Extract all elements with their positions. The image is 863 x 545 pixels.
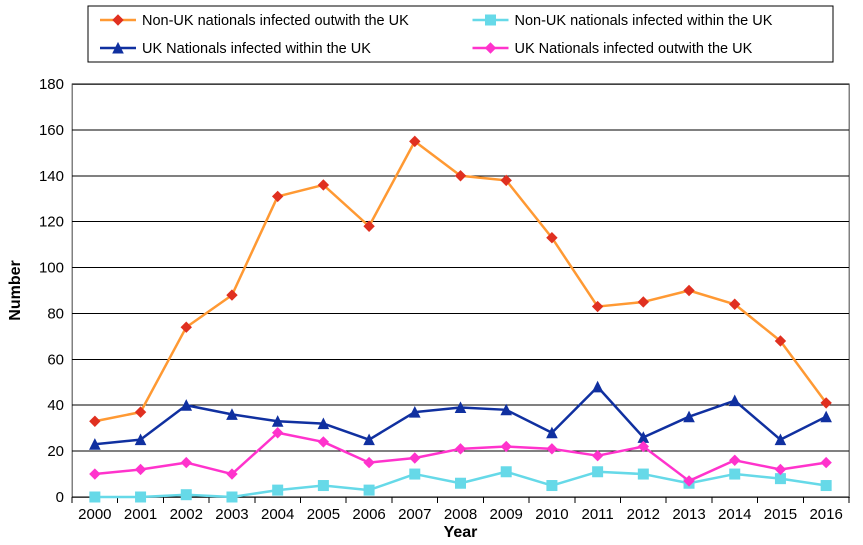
svg-text:160: 160: [39, 122, 64, 139]
legend-item-nonuk_in: Non-UK nationals infected within the UK: [473, 13, 773, 29]
chart-container: 0 20 40 60 80 100 120 140 160 180 2000 2001 2002 2003…: [0, 0, 863, 545]
svg-text:100: 100: [39, 260, 64, 277]
x-axis-label: Year: [444, 524, 478, 541]
svg-text:2015: 2015: [764, 506, 797, 523]
svg-text:180: 180: [39, 76, 64, 93]
svg-text:2001: 2001: [124, 506, 157, 523]
svg-text:2014: 2014: [718, 506, 751, 523]
series-nonuk_out: [90, 136, 831, 426]
svg-text:2007: 2007: [398, 506, 431, 523]
svg-text:2000: 2000: [78, 506, 111, 523]
y-axis-label: Number: [7, 260, 24, 320]
legend-label: Non-UK nationals infected within the UK: [515, 13, 773, 29]
svg-text:2008: 2008: [444, 506, 477, 523]
svg-text:2013: 2013: [672, 506, 705, 523]
svg-text:140: 140: [39, 168, 64, 185]
svg-text:2009: 2009: [490, 506, 523, 523]
svg-text:2012: 2012: [627, 506, 660, 523]
line-chart: 0 20 40 60 80 100 120 140 160 180 2000 2001 2002 2003…: [0, 0, 863, 545]
svg-text:2005: 2005: [307, 506, 340, 523]
svg-text:40: 40: [47, 397, 64, 414]
svg-text:2010: 2010: [535, 506, 568, 523]
svg-text:2016: 2016: [809, 506, 842, 523]
svg-text:2011: 2011: [581, 506, 613, 523]
legend-label: UK Nationals infected outwith the UK: [515, 41, 753, 57]
svg-text:60: 60: [47, 351, 64, 368]
svg-text:2002: 2002: [170, 506, 203, 523]
svg-text:120: 120: [39, 214, 64, 231]
svg-text:80: 80: [47, 305, 64, 322]
legend-item-nonuk_out: Non-UK nationals infected outwith the UK: [100, 13, 409, 29]
legend-item-uk_out: UK Nationals infected outwith the UK: [473, 41, 753, 57]
legend-label: UK Nationals infected within the UK: [142, 41, 371, 57]
svg-text:2006: 2006: [352, 506, 385, 523]
legend-label: Non-UK nationals infected outwith the UK: [142, 13, 409, 29]
svg-text:20: 20: [47, 443, 64, 460]
svg-text:0: 0: [56, 489, 64, 506]
series-uk_in: [90, 382, 831, 449]
svg-text:2003: 2003: [215, 506, 248, 523]
svg-text:2004: 2004: [261, 506, 294, 523]
